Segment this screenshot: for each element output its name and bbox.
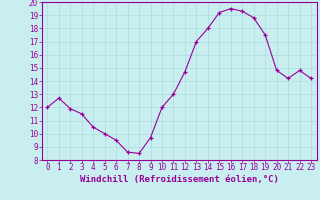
X-axis label: Windchill (Refroidissement éolien,°C): Windchill (Refroidissement éolien,°C) [80, 175, 279, 184]
